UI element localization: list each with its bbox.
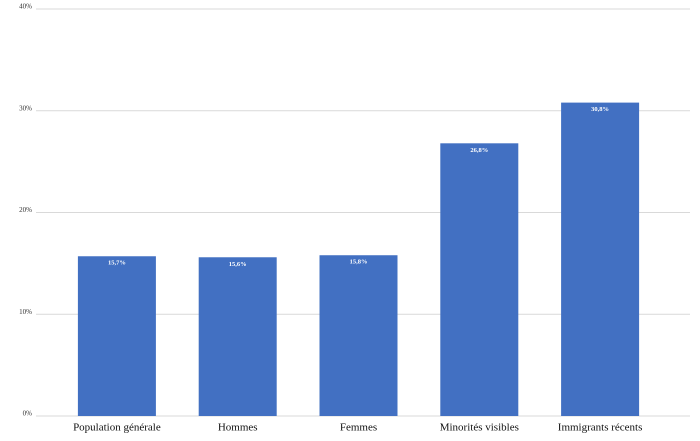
y-tick-label: 0% <box>23 410 33 418</box>
x-tick-label: Population générale <box>73 422 161 434</box>
x-tick-label: Minorités visibles <box>440 422 519 434</box>
value-label: 15,7% <box>108 260 126 267</box>
x-tick-label: Hommes <box>218 422 258 434</box>
y-tick-label: 10% <box>19 308 32 316</box>
y-tick-label: 40% <box>19 3 32 11</box>
x-tick-label: Femmes <box>340 422 377 434</box>
value-label: 15,6% <box>229 261 247 268</box>
value-label: 15,8% <box>350 259 368 266</box>
bar <box>561 102 640 417</box>
value-label: 30,8% <box>591 106 609 113</box>
bar <box>77 256 156 416</box>
bar <box>198 257 277 416</box>
bar <box>319 255 398 416</box>
x-tick-label: Immigrants récents <box>558 422 643 434</box>
value-label: 26,8% <box>470 147 488 154</box>
y-tick-label: 20% <box>19 206 32 214</box>
bar <box>440 143 519 416</box>
y-tick-label: 30% <box>19 104 32 112</box>
